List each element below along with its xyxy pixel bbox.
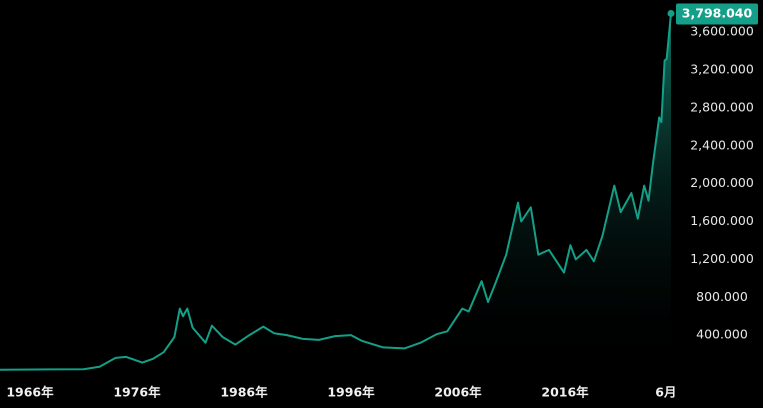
y-tick-label: 1,600.000 (690, 213, 754, 228)
x-tick-label: 1996年 (327, 385, 375, 400)
value-badge (676, 3, 758, 25)
x-tick-label: 1966年 (6, 385, 54, 400)
y-tick-label: 3,600.000 (690, 24, 754, 39)
y-tick-label: 2,400.000 (690, 137, 754, 152)
x-tick-label: 2006年 (434, 385, 482, 400)
value-label: 3,798.040 (682, 5, 753, 20)
line (0, 13, 672, 371)
x-tick-label: 1986年 (220, 385, 268, 400)
x-tick-label: 2016年 (541, 385, 589, 400)
y-tick-label: 400.000 (696, 327, 748, 342)
y-tick-label: 3,200.000 (690, 62, 754, 77)
last-point (667, 9, 675, 17)
x-tick-label: 6月 (655, 385, 676, 400)
y-tick-label: 2,800.000 (690, 99, 754, 114)
y-tick-label: 2,000.000 (690, 175, 754, 190)
y-tick-label: 800.000 (696, 289, 748, 304)
x-tick-label: 1976年 (113, 385, 161, 400)
y-tick-label: 1,200.000 (690, 251, 754, 266)
area-fill (0, 13, 671, 374)
